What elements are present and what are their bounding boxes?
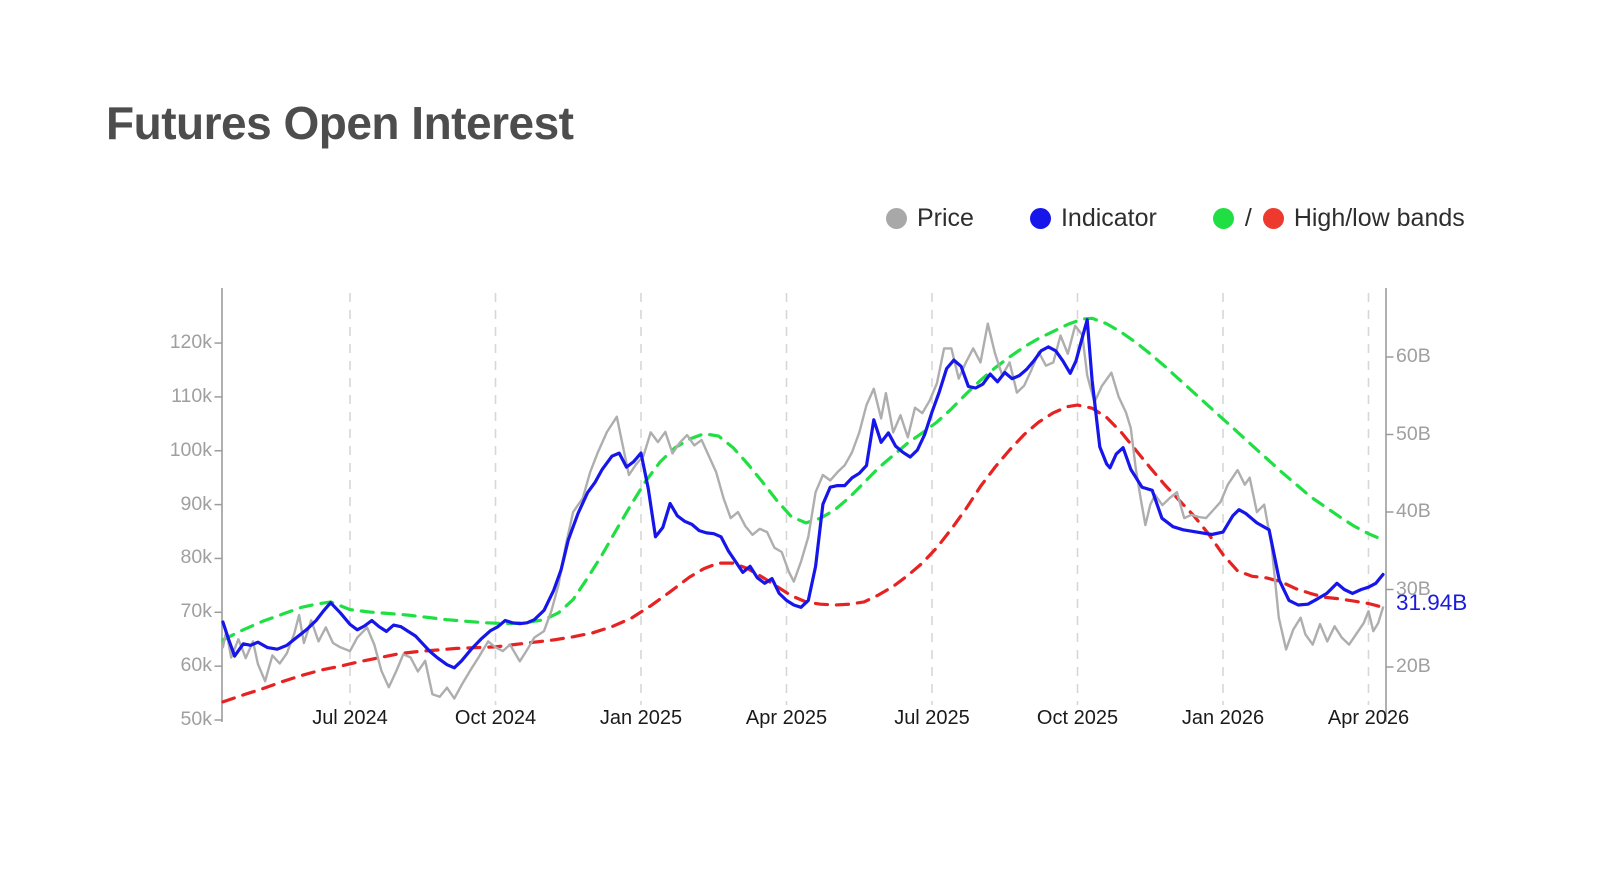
page-title: Futures Open Interest [106, 97, 574, 149]
right-axis-tick-label: 60B [1396, 345, 1431, 367]
legend-label-price: Price [917, 203, 974, 232]
legend-item-bands[interactable]: / High/low bands [1212, 203, 1465, 233]
left-axis-tick-label: 110k [171, 384, 212, 407]
high-band-dot-icon [1212, 207, 1234, 229]
left-axis-tick-label: 120k [169, 331, 212, 354]
legend-slash: / [1244, 203, 1252, 232]
right-axis-tick-label: 30B [1396, 577, 1431, 600]
left-axis-tick-label: 80k [180, 546, 212, 569]
x-axis-tick-label: Jul 2024 [312, 707, 388, 729]
x-axis-tick-label: Apr 2025 [745, 707, 828, 729]
left-axis-tick-label: 50k [180, 708, 212, 730]
legend-label-indicator: Indicator [1060, 203, 1157, 232]
high-band-series-line [221, 316, 1385, 642]
x-axis-tick-label: Oct 2025 [1036, 707, 1119, 729]
x-axis-tick-label: Jan 2025 [599, 707, 683, 729]
chart-legend: Price Indicator / High/low bands [886, 203, 1465, 233]
price-dot-icon [886, 207, 907, 229]
legend-item-indicator[interactable]: Indicator [1029, 203, 1157, 233]
x-axis-tick-label: Apr 2026 [1327, 707, 1410, 729]
indicator-dot-icon [1029, 207, 1051, 229]
right-axis-tick-label: 20B [1396, 655, 1431, 677]
right-axis-tick-label: 40B [1396, 500, 1431, 522]
left-axis-tick-label: 90k [180, 492, 212, 515]
left-axis-tick-label: 100k [169, 438, 212, 461]
left-axis-tick-label: 60k [180, 654, 212, 677]
left-axis-tick-label: 70k [180, 600, 212, 623]
price-series-line [221, 322, 1385, 700]
low-band-dot-icon [1262, 207, 1284, 229]
x-axis-tick-label: Oct 2024 [454, 707, 537, 729]
x-axis-tick-label: Jul 2025 [894, 707, 970, 729]
current-value-label: 31.94B [1396, 590, 1468, 615]
x-axis-tick-label: Jan 2026 [1181, 707, 1265, 729]
legend-item-price[interactable]: Price [886, 204, 974, 233]
right-axis-tick-label: 50B [1396, 422, 1431, 445]
legend-label-bands: High/low bands [1293, 203, 1465, 232]
indicator-series-line [221, 318, 1385, 670]
